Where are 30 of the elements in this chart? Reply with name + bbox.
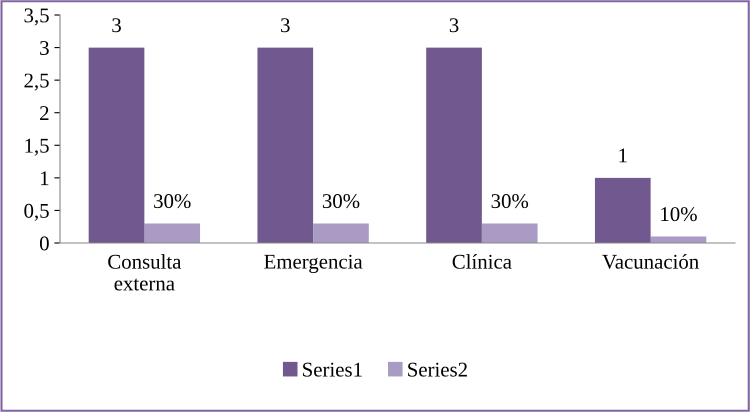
data-label: 30% <box>322 194 360 208</box>
data-label: 3 <box>281 18 290 32</box>
data-label: 3 <box>450 18 458 32</box>
x-tick-label: Emergencia <box>264 254 362 274</box>
y-tick-label: 0 <box>40 236 49 250</box>
legend-label: Series1 <box>303 362 362 377</box>
data-label: 30% <box>154 194 191 208</box>
x-tick-label: Vacunación <box>602 254 699 269</box>
data-label: 30% <box>492 194 528 208</box>
x-tick-label: Clínica <box>452 254 512 269</box>
y-tick-label: 2 <box>40 106 48 120</box>
y-tick-label: 1,5 <box>25 138 49 156</box>
legend-label: Series2 <box>408 362 467 377</box>
bar <box>650 236 706 243</box>
x-tick-label: Consulta externa <box>108 254 182 291</box>
bar <box>257 48 314 243</box>
data-label: 10% <box>661 207 697 222</box>
bar <box>594 178 651 243</box>
data-label: 3 <box>112 18 121 32</box>
bar <box>313 223 369 243</box>
bar <box>88 48 144 243</box>
y-tick-label: 3 <box>40 41 49 56</box>
y-tick-label: 2,5 <box>24 74 49 91</box>
y-tick-label: 3,5 <box>24 8 49 26</box>
y-tick-label: 0,5 <box>24 204 49 221</box>
bar <box>144 223 200 243</box>
y-tick-label: 1 <box>41 171 48 186</box>
data-label: 1 <box>619 148 627 162</box>
bar <box>426 48 482 243</box>
bar <box>482 223 538 243</box>
